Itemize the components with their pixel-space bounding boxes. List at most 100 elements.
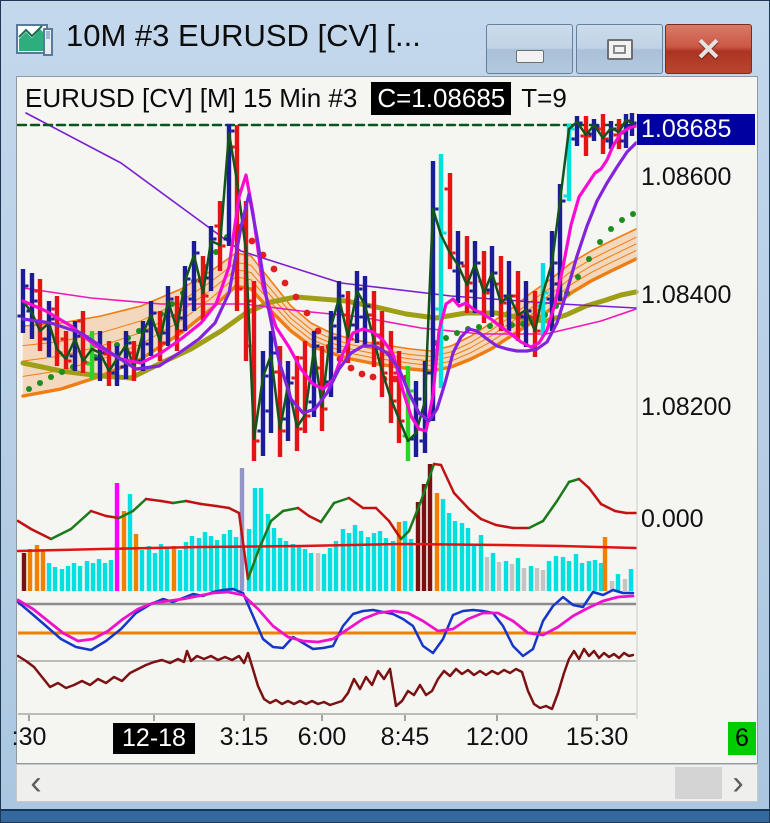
volume-bar: [415, 502, 421, 591]
stoch-k-line: [17, 587, 635, 658]
ohlc-bar: [268, 331, 274, 433]
volume-bar: [315, 553, 321, 591]
close-tick: [25, 284, 29, 288]
volume-bar: [183, 542, 189, 591]
time-axis-label: 8:45: [380, 723, 430, 751]
volume-signal-segment: [452, 491, 471, 511]
price-axis-label: 1.08400: [641, 281, 732, 309]
volume-bar: [77, 566, 83, 591]
volume-bar: [402, 521, 408, 591]
volume-bar: [434, 493, 440, 591]
scroll-left-arrow-icon[interactable]: ‹: [30, 764, 42, 802]
open-tick: [299, 356, 303, 360]
close-tick: [588, 134, 592, 138]
volume-signal-segment: [104, 514, 121, 520]
dot: [281, 279, 289, 287]
close-button[interactable]: ✕: [665, 24, 752, 74]
volume-signal-segment: [399, 529, 411, 541]
volume-bar: [258, 488, 264, 591]
ohlc-bar: [405, 366, 411, 461]
open-tick: [410, 437, 414, 441]
volume-average-line: [17, 542, 638, 553]
chart-plot[interactable]: [17, 77, 757, 763]
time-axis[interactable]: :30 12-18 3:15 6:00 8:45 12:00 15:30: [12, 721, 757, 759]
maximize-button[interactable]: [576, 24, 663, 74]
scroll-right-arrow-icon[interactable]: ›: [732, 764, 744, 802]
volume-bar: [471, 546, 477, 591]
close-tick: [222, 244, 226, 248]
volume-bar: [509, 564, 515, 591]
volume-bar: [622, 579, 628, 591]
ohlc-bar: [354, 271, 360, 343]
close-tick: [477, 261, 481, 265]
volume-bar: [158, 544, 164, 591]
volume-bar: [296, 546, 302, 591]
current-price-box: 1.08685: [637, 114, 755, 145]
volume-signal-segment: [214, 504, 231, 510]
close-tick: [77, 334, 81, 338]
dot: [59, 369, 65, 375]
main-price-pane: [17, 112, 639, 461]
stoch-d-line: [17, 590, 635, 644]
volume-bar: [59, 569, 65, 591]
volume-bar: [40, 550, 46, 591]
close-tick: [350, 337, 354, 341]
close-tick: [384, 371, 388, 375]
volume-signal-segment: [387, 519, 403, 541]
ohlc-bar: [498, 256, 504, 331]
open-tick: [214, 224, 218, 228]
volume-bar: [484, 557, 490, 591]
open-tick: [546, 297, 550, 301]
scrollbar-thumb[interactable]: [675, 767, 722, 799]
momentum-line: [17, 647, 635, 711]
volume-bar: [609, 581, 615, 591]
title-bar[interactable]: 10M #3 EURUSD [CV] [... ✕: [8, 6, 762, 74]
open-tick: [179, 316, 183, 320]
minimize-icon: [515, 49, 544, 63]
volume-bar: [34, 545, 40, 591]
volume-signal-segment: [419, 462, 436, 503]
ohlc-bar: [140, 321, 146, 371]
volume-bar: [321, 554, 327, 591]
volume-bar: [573, 554, 579, 591]
close-tick: [545, 291, 549, 295]
volume-bar: [283, 541, 289, 591]
close-tick: [562, 199, 566, 203]
volume-bar: [377, 531, 383, 591]
volume-bar: [271, 528, 277, 591]
maximize-icon: [606, 38, 633, 60]
volume-bar: [52, 567, 58, 591]
time-axis-label: 3:15: [219, 723, 269, 751]
price-axis[interactable]: 1.08685 1.08600 1.08400 1.08200 0.000: [637, 77, 756, 722]
volume-signal-segment: [281, 506, 300, 513]
close-tick: [537, 329, 541, 333]
price-axis-label: 0.000: [641, 505, 704, 533]
open-tick: [231, 145, 235, 149]
volume-pane: [17, 462, 638, 591]
minimize-button[interactable]: [486, 24, 573, 74]
volume-signal-segment: [347, 496, 365, 510]
volume-signal-segment: [407, 499, 423, 533]
ohlc-bar: [489, 246, 495, 317]
volume-bar: [534, 568, 540, 591]
volume-bar: [21, 553, 27, 591]
close-tick: [187, 277, 191, 281]
price-axis-label: 1.08600: [641, 163, 732, 191]
volume-bar: [189, 536, 195, 591]
volume-bar: [586, 561, 592, 591]
volume-bar: [252, 488, 258, 591]
volume-bar: [302, 549, 308, 591]
close-tick: [605, 137, 609, 141]
open-tick: [435, 307, 439, 311]
volume-bar: [121, 511, 127, 591]
status-badge[interactable]: 6: [728, 722, 756, 755]
ohlc-bar: [362, 276, 368, 347]
volume-signal-segment: [131, 497, 148, 513]
volume-bar: [528, 566, 534, 591]
volume-signal-segment: [257, 519, 273, 551]
open-tick: [419, 439, 423, 443]
volume-bar: [598, 563, 604, 591]
close-tick: [341, 294, 345, 298]
dot: [454, 330, 460, 336]
horizontal-scrollbar[interactable]: ‹ ›: [16, 764, 758, 802]
